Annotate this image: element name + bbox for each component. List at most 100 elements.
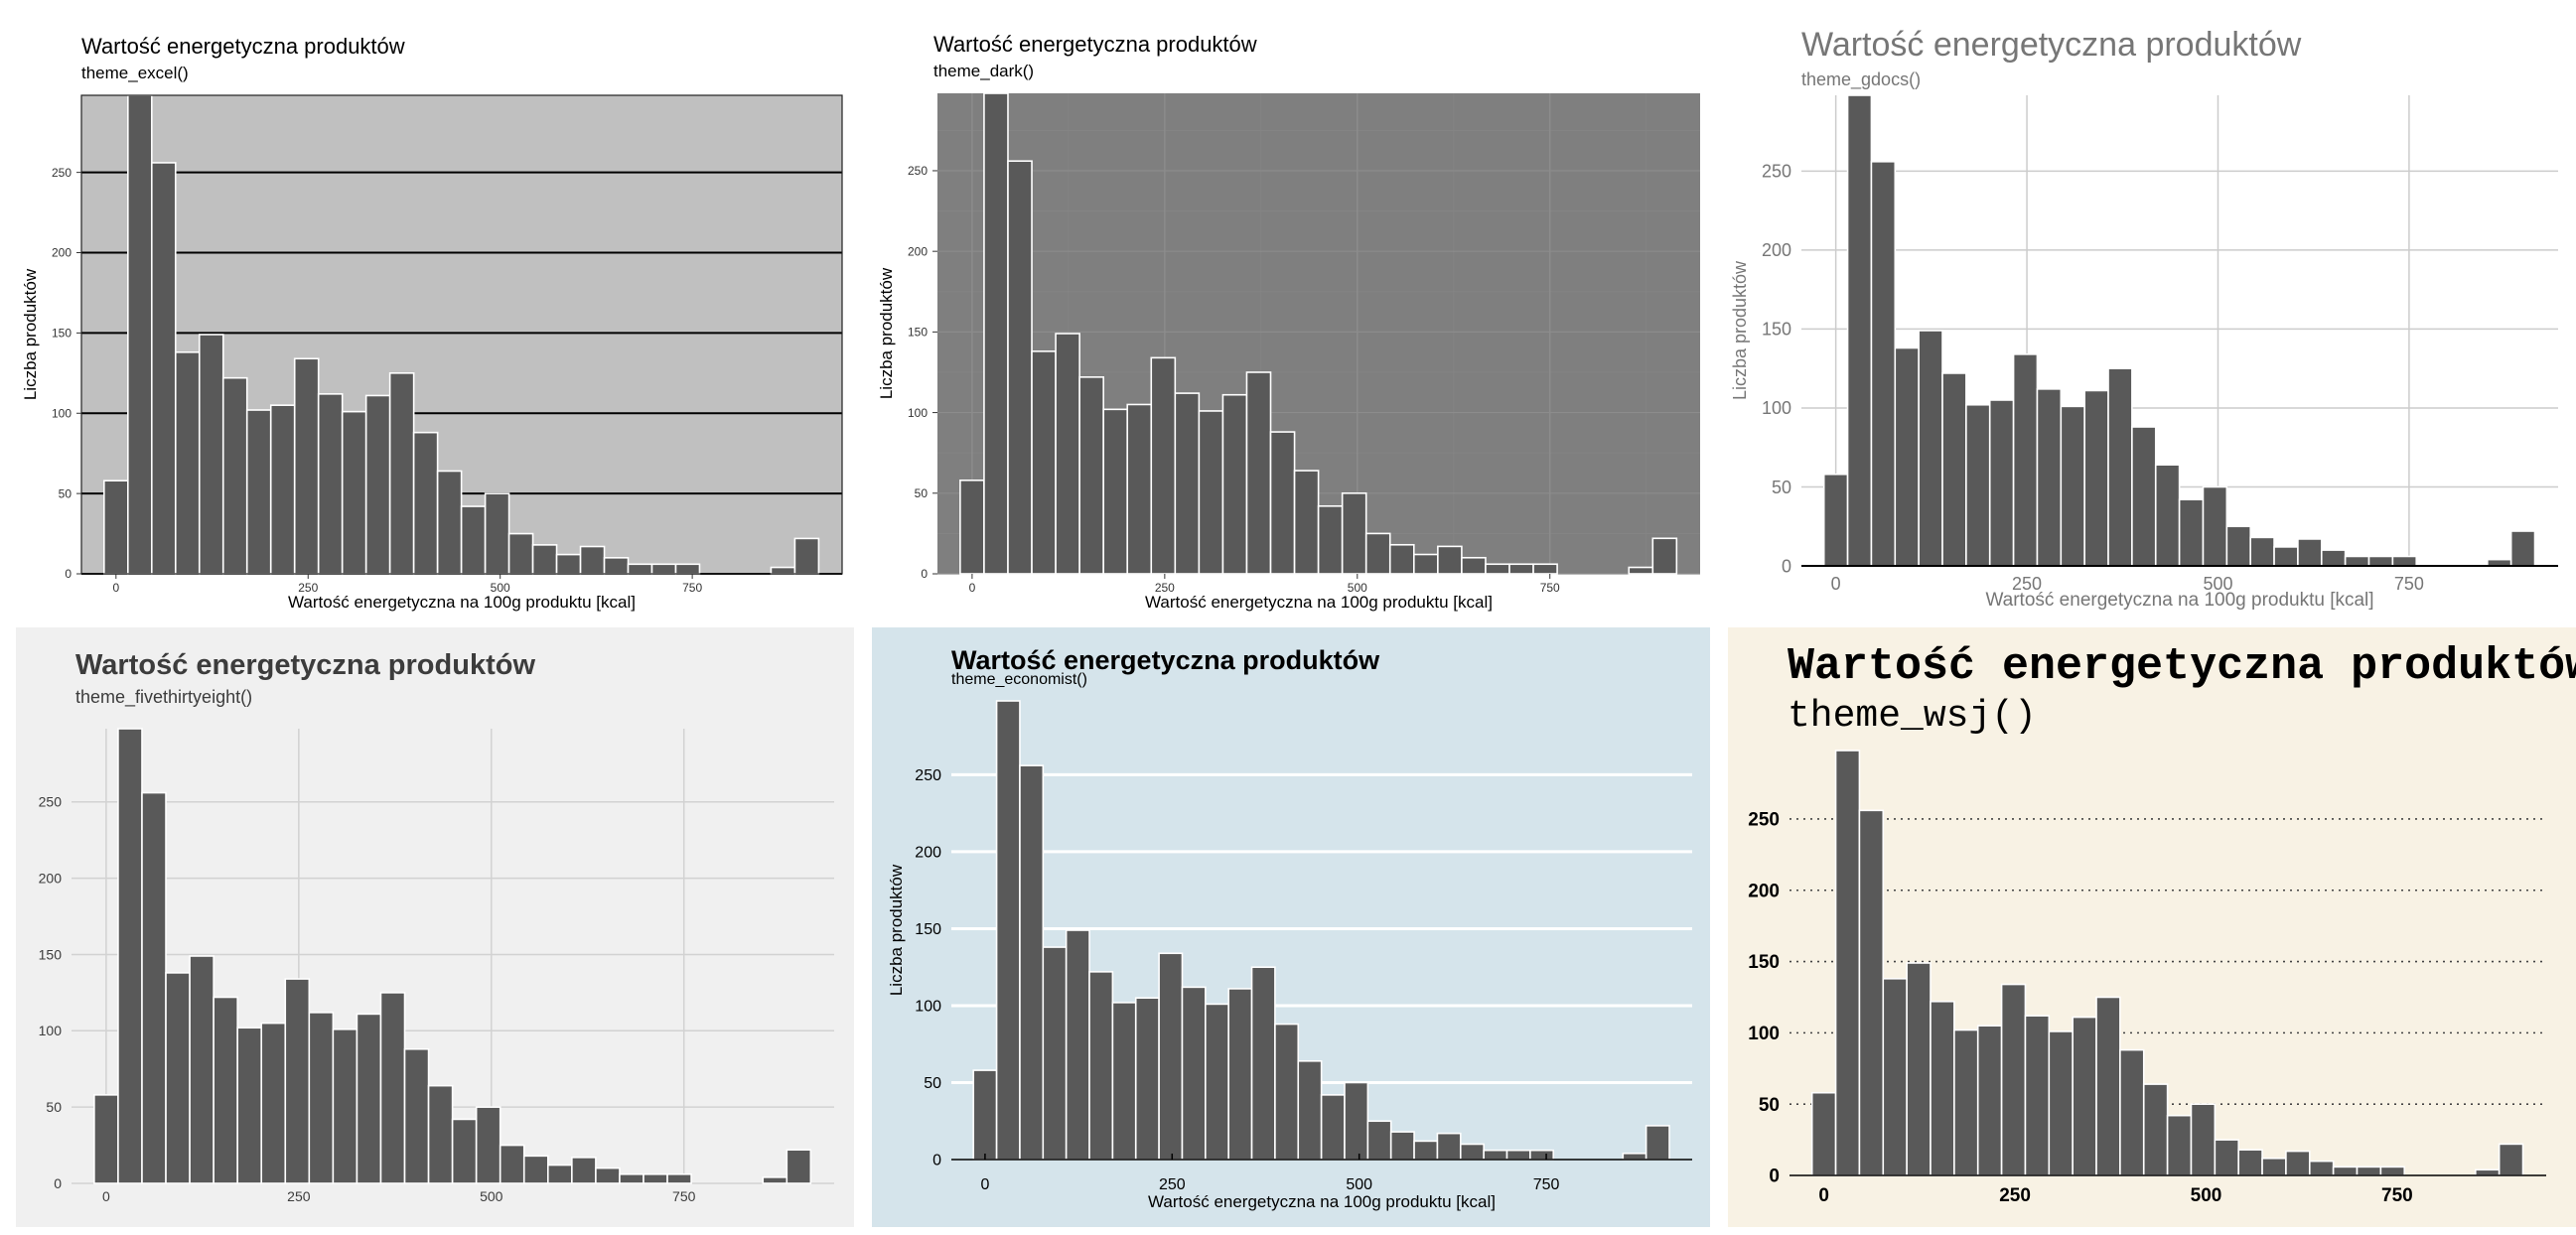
histogram-bar (1858, 809, 1885, 1176)
histogram-bar (1293, 470, 1320, 575)
histogram-bar (1906, 962, 1932, 1176)
histogram-bar (2237, 1149, 2263, 1176)
histogram-bar (269, 404, 296, 575)
histogram-bar (213, 996, 238, 1184)
plot-border (80, 94, 843, 575)
histogram-bar (2297, 538, 2323, 567)
histogram-bar (1150, 356, 1177, 575)
y-tick-label: 150 (39, 946, 63, 962)
histogram-bar (1882, 977, 1908, 1176)
histogram-bar (2000, 983, 2027, 1176)
y-tick-label: 150 (908, 326, 928, 340)
histogram-bar (1988, 399, 2015, 567)
chart-title: Wartość energetyczna produktów (75, 649, 536, 681)
histogram-bar (1344, 1081, 1369, 1161)
y-tick-label: 150 (1762, 320, 1791, 340)
histogram-bar (1529, 1149, 1555, 1161)
histogram-bar (786, 1149, 812, 1184)
histogram-bar (221, 376, 248, 575)
histogram-bar (579, 545, 606, 575)
histogram-bar (2190, 1103, 2217, 1176)
y-tick-label: 250 (1762, 162, 1791, 182)
histogram-bar (1894, 346, 1920, 567)
histogram-bar (236, 1027, 263, 1184)
y-axis-title: Liczba produktów (1730, 260, 1750, 400)
histogram-bar (507, 532, 534, 575)
histogram-bar (1274, 1023, 1300, 1161)
histogram-bar (1019, 764, 1045, 1161)
histogram-bar (1042, 946, 1068, 1161)
histogram-bar (245, 409, 272, 575)
y-tick-label: 0 (65, 567, 72, 581)
histogram-bar (1341, 491, 1367, 575)
histogram-bar (1810, 1091, 1837, 1176)
histogram-bar (1126, 403, 1153, 575)
histogram-bar (959, 479, 985, 575)
chart-subtitle: theme_gdocs() (1801, 69, 1922, 89)
x-tick-label: 250 (298, 581, 318, 595)
y-tick-label: 100 (1748, 1024, 1780, 1044)
x-tick-label: 750 (672, 1188, 696, 1204)
histogram-bar (103, 480, 129, 575)
histogram-bar (2048, 1030, 2074, 1176)
histogram-bar (1436, 1132, 1462, 1161)
x-tick-label: 0 (112, 581, 119, 595)
x-tick-label: 250 (1159, 1176, 1186, 1193)
histogram-plot: 0 250 500 750 0 50 100 150 200 250 (39, 728, 834, 1204)
histogram-bar (1965, 403, 1991, 567)
histogram-bar (2225, 525, 2251, 567)
histogram-bar (1366, 1120, 1392, 1161)
y-tick-label: 0 (932, 1153, 941, 1169)
histogram-bar (2498, 1143, 2524, 1176)
chart-panel-dark: Wartość energetyczna produktów theme_dar… (858, 0, 1716, 618)
histogram-bar (198, 334, 224, 575)
y-tick-label: 200 (39, 871, 63, 887)
histogram-bar (2356, 1166, 2382, 1176)
x-tick-label: 500 (1348, 581, 1367, 595)
y-tick-label: 50 (1759, 1095, 1780, 1116)
histogram-bar (2214, 1139, 2239, 1176)
histogram-bar (2142, 1083, 2169, 1176)
x-tick-label: 0 (980, 1176, 989, 1193)
histogram-bar (1532, 563, 1558, 575)
histogram-bar (2166, 1114, 2193, 1176)
x-tick-label: 500 (1346, 1176, 1372, 1193)
y-tick-label: 250 (1748, 810, 1780, 831)
histogram-bar (1388, 543, 1415, 575)
histogram-bar (1221, 393, 1248, 575)
histogram-bar (1628, 566, 1654, 575)
histogram-bar (1483, 1149, 1508, 1161)
histogram-bar (1651, 537, 1678, 575)
x-tick-label: 250 (1155, 581, 1175, 595)
histogram-bar (308, 1012, 335, 1184)
x-tick-label: 0 (1818, 1185, 1829, 1206)
histogram-bar (793, 537, 820, 575)
histogram-bar (2083, 389, 2109, 567)
histogram-bar (93, 1094, 119, 1184)
histogram-bar (293, 357, 320, 575)
x-tick-label: 750 (1540, 581, 1560, 595)
histogram-bar (379, 992, 406, 1184)
histogram-bar (983, 92, 1009, 575)
histogram-bar (555, 553, 582, 575)
y-tick-label: 0 (1782, 556, 1791, 576)
histogram-bar (475, 1106, 501, 1184)
y-tick-label: 0 (1769, 1166, 1780, 1187)
chart-subtitle: theme_wsj() (1788, 695, 2037, 738)
x-axis-title: Wartość energetyczna na 100g produktu [k… (1145, 593, 1493, 612)
y-tick-label: 50 (59, 486, 72, 500)
chart-panel-excel: Wartość energetyczna produktów theme_exc… (0, 0, 858, 618)
histogram-bar (1505, 1149, 1531, 1161)
histogram-bar (2391, 555, 2418, 567)
x-tick-label: 750 (2381, 1185, 2413, 1206)
histogram-bar (356, 1013, 382, 1184)
y-axis-title: Liczba produktów (21, 268, 40, 400)
histogram-bar (1822, 473, 1849, 567)
histogram-bar (127, 94, 153, 575)
chart-title: Wartość energetyczna produktów (1788, 641, 2576, 692)
histogram-bar (2379, 1166, 2406, 1176)
histogram-bar (141, 791, 167, 1184)
x-axis-title: Wartość energetyczna na 100g produktu [k… (288, 593, 636, 612)
y-tick-label: 100 (1762, 398, 1791, 418)
